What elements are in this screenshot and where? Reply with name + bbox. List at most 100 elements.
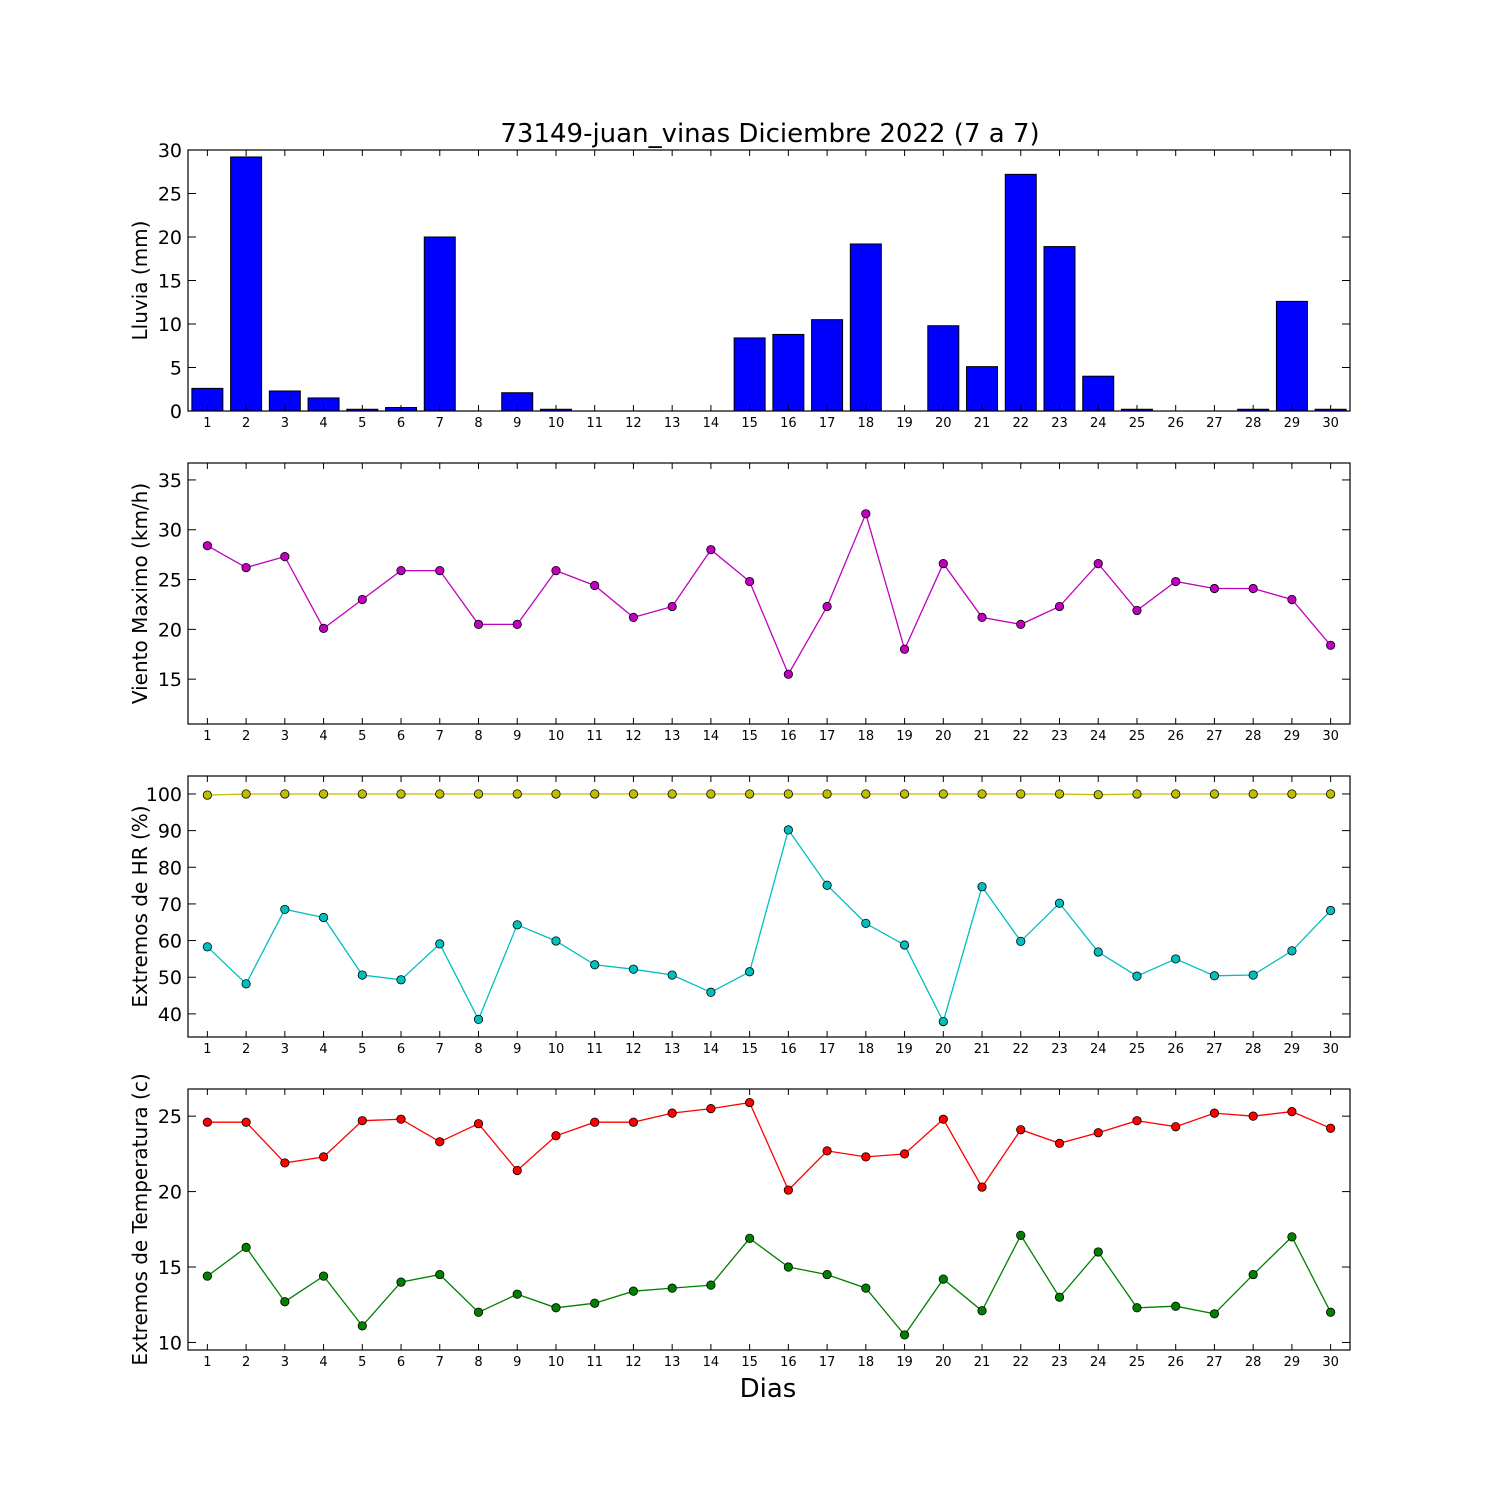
x-tick-label: 29 [1284, 416, 1301, 431]
x-tick-label: 25 [1129, 1042, 1146, 1057]
x-tick-label: 8 [474, 1042, 482, 1057]
point-series-1-day-21 [977, 1182, 987, 1192]
point-series-1-day-11 [590, 1117, 600, 1127]
y-tick-label: 60 [158, 931, 182, 953]
point-series-1-day-26 [1171, 1122, 1181, 1132]
x-tick-label: 18 [858, 416, 875, 431]
x-tick-label: 19 [896, 1355, 913, 1370]
x-tick-label: 6 [397, 729, 405, 744]
x-tick-label: 19 [896, 729, 913, 744]
point-series-2-day-5 [357, 970, 367, 980]
point-series-1-day-11 [590, 580, 600, 591]
point-series-1-day-13 [667, 601, 677, 612]
point-series-1-day-5 [357, 594, 367, 605]
point-series-1-day-13 [667, 1108, 677, 1118]
point-series-2-day-12 [628, 1286, 639, 1296]
point-series-2-day-23 [1054, 1292, 1065, 1302]
point-series-2-day-17 [822, 1269, 832, 1280]
x-tick-label: 10 [548, 416, 565, 431]
point-series-2-day-25 [1132, 1303, 1142, 1313]
y-axis-label: Viento Maximo (km/h) [128, 483, 152, 704]
x-tick-label: 7 [436, 416, 444, 431]
point-series-2-day-8 [473, 1014, 484, 1025]
x-tick-label: 20 [935, 416, 952, 431]
x-tick-label: 17 [819, 1042, 836, 1057]
point-series-1-day-14 [706, 1104, 716, 1114]
x-tick-label: 30 [1322, 416, 1339, 431]
point-series-1-day-28 [1248, 583, 1258, 594]
x-tick-label: 30 [1322, 1042, 1339, 1057]
point-series-1-day-4 [318, 789, 329, 799]
point-series-1-day-19 [899, 1149, 910, 1159]
panel-1: 1 2 3 4 5 6 7 8 9 10 11 12 13 14 15 16 17 18 19 20 21 22 23 24 2… [128, 140, 1351, 431]
point-series-1-day-12 [628, 612, 639, 623]
x-tick-label: 5 [358, 1042, 366, 1057]
point-series-2-day-24 [1093, 1247, 1103, 1257]
x-tick-label: 28 [1245, 1042, 1262, 1057]
point-series-2-day-27 [1209, 971, 1220, 981]
series-line-1 [207, 793, 1331, 796]
point-series-1-day-3 [280, 789, 290, 799]
panel-2: 1 2 3 4 5 6 7 8 9 10 11 12 13 14 15 16 17 18 19 20 21 22 23 24 2… [128, 462, 1351, 744]
x-tick-label: 16 [780, 1042, 797, 1057]
point-series-2-day-3 [280, 1297, 290, 1307]
point-series-1-day-10 [551, 789, 561, 799]
x-tick-label: 22 [1012, 416, 1029, 431]
point-series-2-day-19 [899, 940, 910, 950]
x-tick-label: 22 [1012, 1042, 1029, 1057]
x-tick-label: 1 [203, 416, 211, 431]
point-series-1-day-10 [551, 565, 561, 576]
x-tick-label: 13 [664, 1355, 681, 1370]
point-series-1-day-6 [396, 565, 406, 576]
point-series-1-day-2 [241, 789, 251, 799]
point-series-1-day-5 [357, 1116, 367, 1126]
x-tick-label: 10 [548, 1042, 565, 1057]
x-tick-label: 5 [358, 729, 366, 744]
bar-day-20 [927, 325, 960, 412]
point-series-1-day-12 [628, 1117, 639, 1127]
point-series-2-day-14 [706, 987, 716, 997]
x-tick-label: 30 [1322, 729, 1339, 744]
point-series-2-day-18 [861, 918, 871, 928]
x-tick-label: 14 [703, 729, 720, 744]
point-series-2-day-29 [1287, 946, 1297, 956]
point-series-1-day-15 [745, 1097, 755, 1108]
point-series-1-day-20 [938, 559, 948, 569]
x-tick-label: 25 [1129, 416, 1146, 431]
point-series-1-day-7 [435, 565, 445, 576]
point-series-1-day-4 [318, 623, 329, 633]
x-tick-label: 17 [819, 729, 836, 744]
point-series-1-day-22 [1016, 1125, 1026, 1135]
point-series-2-day-21 [977, 882, 987, 892]
point-series-1-day-23 [1054, 1138, 1065, 1148]
point-series-2-day-19 [899, 1330, 910, 1340]
y-tick-label: 25 [158, 184, 182, 206]
point-series-2-day-14 [706, 1280, 716, 1290]
x-tick-label: 22 [1012, 1355, 1029, 1370]
x-tick-label: 27 [1206, 416, 1223, 431]
x-tick-label: 6 [397, 1355, 405, 1370]
point-series-1-day-8 [473, 1119, 484, 1129]
point-series-1-day-24 [1093, 790, 1103, 800]
bar-day-17 [811, 319, 844, 412]
x-tick-label: 28 [1245, 729, 1262, 744]
point-series-1-day-19 [899, 644, 910, 654]
point-series-1-day-8 [473, 789, 484, 799]
x-tick-label: 8 [474, 416, 482, 431]
x-tick-label: 21 [974, 1042, 991, 1057]
point-series-1-day-2 [241, 562, 251, 573]
series-line-1 [207, 511, 1332, 676]
point-series-1-day-8 [473, 619, 484, 629]
x-tick-label: 30 [1322, 1355, 1339, 1370]
x-tick-label: 23 [1051, 729, 1068, 744]
panel-4: 1 2 3 4 5 6 7 8 9 10 11 12 13 14 15 16 17 18 19 20 21 22 23 24 2… [128, 1073, 1351, 1370]
panel-3: 1 2 3 4 5 6 7 8 9 10 11 12 13 14 15 16 17 18 19 20 21 22 23 24 2… [128, 775, 1351, 1057]
x-tick-label: 11 [586, 729, 603, 744]
x-tick-label: 19 [896, 416, 913, 431]
x-tick-label: 29 [1284, 729, 1301, 744]
point-series-2-day-26 [1171, 1301, 1181, 1311]
x-tick-label: 21 [974, 1355, 991, 1370]
x-tick-label: 18 [858, 1042, 875, 1057]
x-tick-label: 4 [319, 416, 327, 431]
y-tick-label: 25 [158, 1106, 182, 1128]
